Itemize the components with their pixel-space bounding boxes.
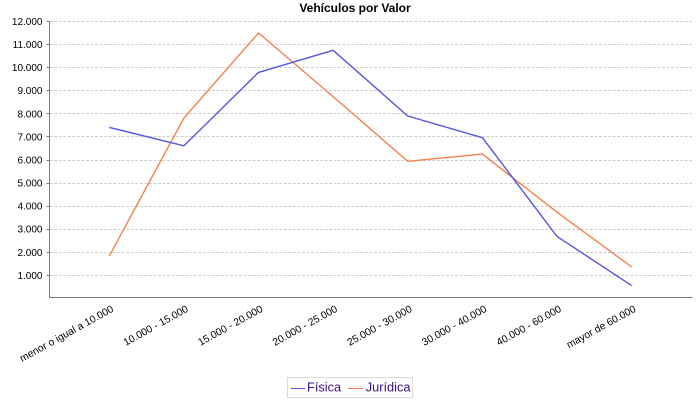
svg-text:1.000: 1.000 [17, 271, 42, 282]
svg-text:5.000: 5.000 [17, 179, 42, 190]
svg-text:10.000: 10.000 [12, 63, 43, 74]
svg-text:Vehículos por Valor: Vehículos por Valor [299, 1, 411, 15]
svg-text:7.000: 7.000 [17, 132, 42, 143]
svg-text:6.000: 6.000 [17, 155, 42, 166]
svg-text:Física: Física [307, 379, 342, 394]
svg-text:3.000: 3.000 [17, 225, 42, 236]
svg-text:12.000: 12.000 [12, 17, 43, 28]
svg-text:11.000: 11.000 [13, 40, 43, 51]
svg-text:Jurídica: Jurídica [366, 379, 412, 394]
svg-text:9.000: 9.000 [17, 86, 42, 97]
svg-text:8.000: 8.000 [17, 109, 42, 120]
svg-text:4.000: 4.000 [17, 202, 42, 213]
svg-text:2.000: 2.000 [17, 248, 42, 259]
